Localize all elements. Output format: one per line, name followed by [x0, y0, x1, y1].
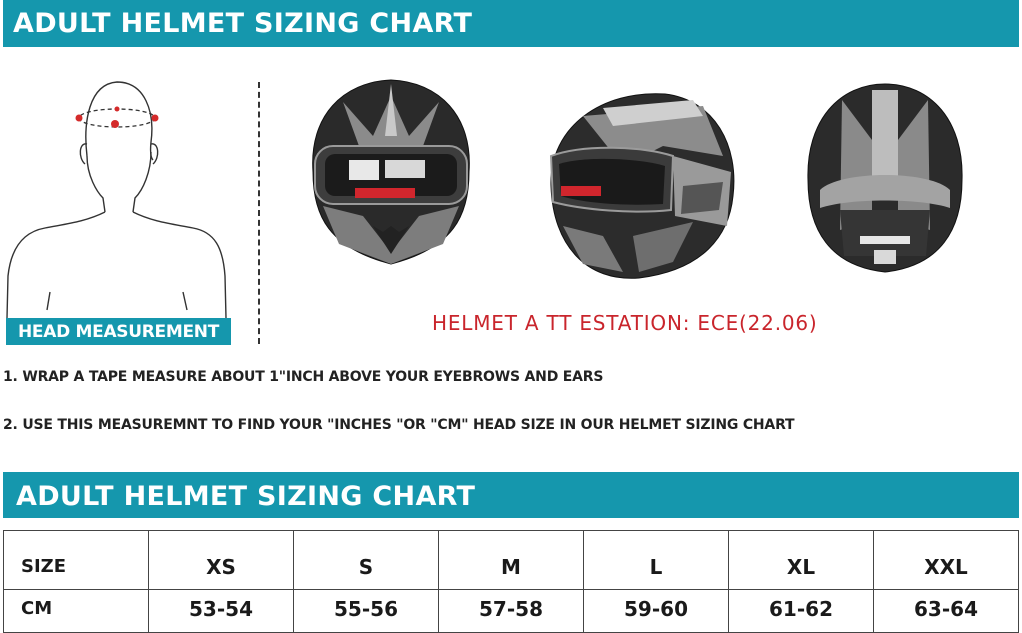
table-cell: SIZE: [3, 530, 149, 590]
table-cell: CM: [3, 588, 149, 633]
table-cell: 57-58: [438, 588, 584, 633]
helmet-front-icon: [312, 79, 470, 265]
table-cell: 61-62: [728, 588, 874, 633]
instruction-step-1: 1. WRAP A TAPE MEASURE ABOUT 1"INCH ABOV…: [3, 369, 604, 385]
head-outline-icon: [6, 81, 227, 318]
table-cell: XS: [148, 530, 294, 590]
helmet-attestation: HELMET A TT ESTATION: ECE(22.06): [432, 311, 818, 335]
page-title: ADULT HELMET SIZING CHART: [13, 8, 473, 39]
head-measurement-figure: HEAD MEASUREMENT: [5, 72, 231, 346]
table-banner: ADULT HELMET SIZING CHART: [3, 472, 1019, 518]
table-title: ADULT HELMET SIZING CHART: [16, 481, 476, 512]
head-measurement-label: HEAD MEASUREMENT: [6, 318, 231, 345]
table-cell: 53-54: [148, 588, 294, 633]
table-cell: 59-60: [583, 588, 729, 633]
measure-point-back: [114, 106, 120, 112]
dashed-divider: [258, 82, 260, 344]
table-row: CM 53-54 55-56 57-58 59-60 61-62 63-64: [3, 588, 1019, 633]
table-cell: L: [583, 530, 729, 590]
table-cell: S: [293, 530, 439, 590]
size-table: SIZE XS S M L XL XXL CM 53-54 55-56 57-5…: [3, 530, 1019, 633]
table-cell: M: [438, 530, 584, 590]
measure-point-front: [111, 120, 119, 128]
table-cell: 63-64: [873, 588, 1019, 633]
table-cell: XXL: [873, 530, 1019, 590]
table-cell: XL: [728, 530, 874, 590]
table-row: SIZE XS S M L XL XXL: [3, 530, 1019, 590]
table-cell: 55-56: [293, 588, 439, 633]
header-banner: ADULT HELMET SIZING CHART: [3, 0, 1019, 47]
helmet-side-icon: [549, 93, 735, 279]
instruction-step-2: 2. USE THIS MEASUREMNT TO FIND YOUR "INC…: [3, 417, 795, 433]
measure-point-right: [151, 114, 159, 122]
helmet-rear-icon: [807, 83, 963, 273]
measure-point-left: [75, 114, 83, 122]
